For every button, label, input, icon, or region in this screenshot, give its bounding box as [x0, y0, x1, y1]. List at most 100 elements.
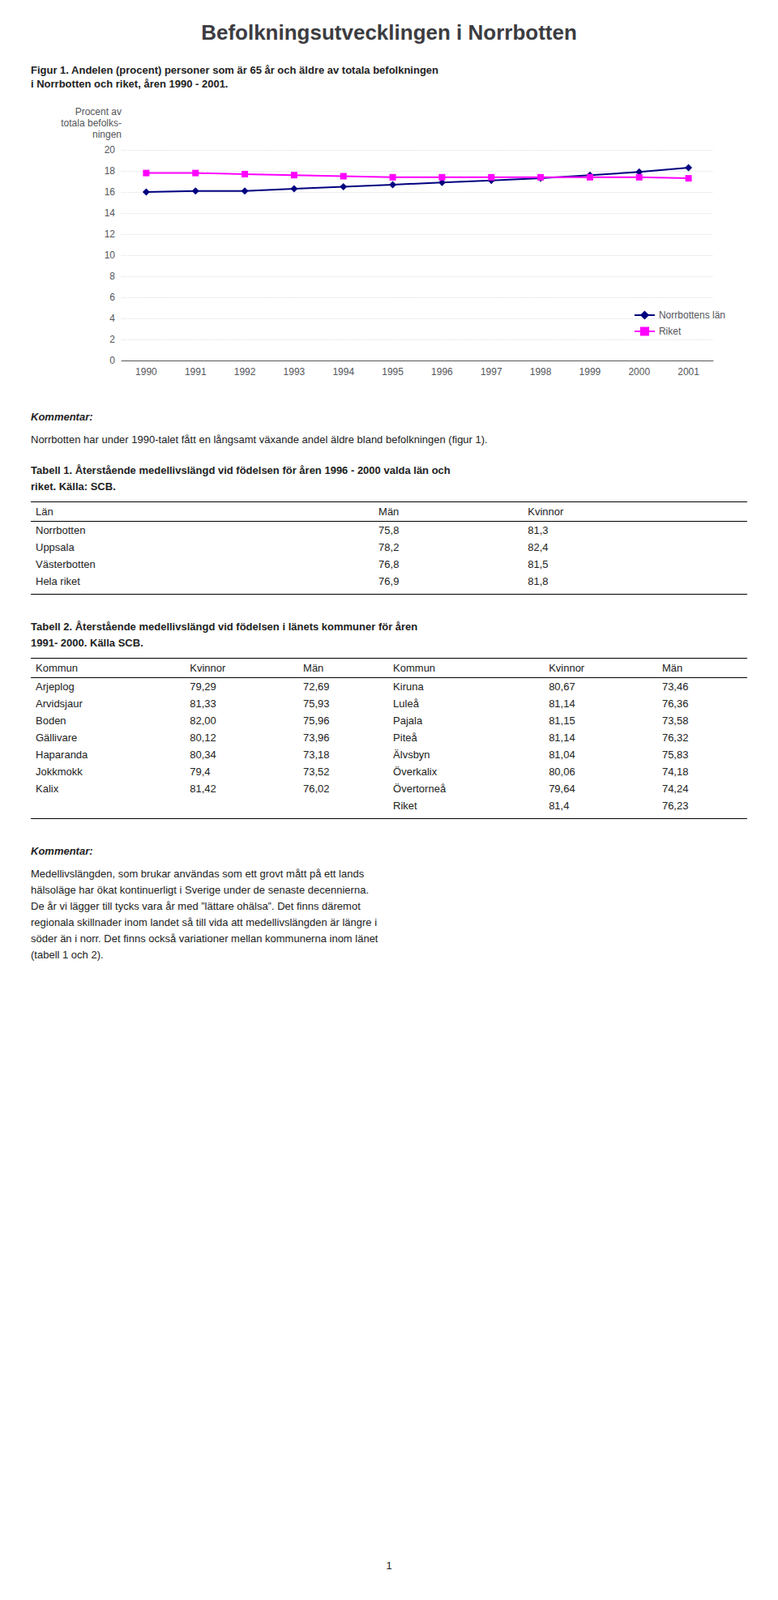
html-text:Män: Män: [303, 662, 324, 675]
html-text:80,12: 80,12: [189, 731, 217, 744]
html-text:76,9: 76,9: [378, 575, 400, 588]
html-text:Uppsala: Uppsala: [35, 541, 75, 554]
html-text:Jokkmokk: Jokkmokk: [35, 765, 83, 778]
svg-text:ningen: ningen: [92, 128, 122, 141]
html-text:Luleå: Luleå: [393, 697, 419, 710]
html-text:81,42: 81,42: [189, 782, 217, 796]
svg-text:18: 18: [104, 165, 116, 177]
svg-text:6: 6: [109, 291, 116, 304]
svg-text:totala befolks-: totala befolks-: [60, 117, 122, 129]
svg-text:2000: 2000: [628, 366, 650, 378]
html-text:72,69: 72,69: [303, 680, 330, 693]
html-text:75,8: 75,8: [378, 524, 400, 537]
html-text:75,96: 75,96: [303, 714, 330, 727]
html-text:79,64: 79,64: [548, 782, 576, 796]
svg-text:8: 8: [109, 270, 116, 283]
html-text:81,33: 81,33: [189, 697, 217, 710]
svg-text:1992: 1992: [234, 366, 257, 378]
html-text:81,3: 81,3: [527, 524, 549, 537]
html-text:Övertorneå: Övertorneå: [393, 782, 446, 796]
html-text:Kommun: Kommun: [393, 662, 436, 675]
svg-text:0: 0: [109, 354, 116, 367]
svg-text:Procent av: Procent av: [75, 106, 122, 118]
html-text:82,4: 82,4: [527, 541, 549, 554]
svg-text:Norrbottens län: Norrbottens län: [658, 309, 726, 321]
html-text:73,96: 73,96: [303, 731, 330, 744]
html-text:Boden: Boden: [35, 714, 67, 727]
svg-text:1999: 1999: [579, 366, 602, 378]
svg-text:1993: 1993: [283, 366, 306, 378]
html-text:74,24: 74,24: [662, 782, 689, 796]
svg-text:1994: 1994: [332, 366, 355, 378]
html-text:81,4: 81,4: [548, 799, 570, 813]
html-text:Medellivslängden, som brukar a: Medellivslängden, som brukar användas so…: [30, 867, 379, 962]
html-text:Piteå: Piteå: [393, 731, 418, 744]
html-text:Pajala: Pajala: [393, 714, 423, 727]
html-text:Kommun: Kommun: [35, 662, 78, 675]
html-text:81,5: 81,5: [527, 558, 549, 571]
svg-text:1995: 1995: [381, 366, 404, 378]
html-text:Tabell 2. Återstående medelliv: Tabell 2. Återstående medellivslängd vid…: [30, 620, 418, 650]
html-text:Norrbotten har under 1990-tale: Norrbotten har under 1990-talet fått en …: [30, 433, 488, 446]
html-text:Västerbotten: Västerbotten: [35, 558, 96, 571]
html-text:Figur 1. Andelen (procent) per: Figur 1. Andelen (procent) personer som …: [30, 64, 439, 90]
html-text:76,36: 76,36: [662, 697, 689, 710]
svg-text:12: 12: [104, 228, 116, 240]
html-text:Män: Män: [662, 662, 683, 675]
html-text:80,67: 80,67: [548, 680, 576, 693]
html-text:81,14: 81,14: [548, 731, 576, 744]
html-text:78,2: 78,2: [378, 541, 400, 554]
html-text:Kvinnor: Kvinnor: [189, 662, 226, 675]
html-text:73,18: 73,18: [303, 748, 330, 761]
html-text:Gällivare: Gällivare: [35, 731, 78, 744]
html-text:Kvinnor: Kvinnor: [548, 662, 585, 675]
html-text:Norrbotten: Norrbotten: [35, 524, 86, 537]
html-text:75,93: 75,93: [303, 697, 330, 710]
html-text:Män: Män: [378, 505, 400, 518]
svg-text:Riket: Riket: [658, 325, 682, 338]
html-text:Arvidsjaur: Arvidsjaur: [35, 697, 83, 710]
svg-text:10: 10: [104, 249, 116, 261]
svg-text:1998: 1998: [530, 366, 552, 378]
html-text:Riket: Riket: [393, 799, 418, 813]
html-text:Kvinnor: Kvinnor: [527, 505, 564, 518]
svg-text:Befolkningsutvecklingen i Norr: Befolkningsutvecklingen i Norrbotten: [200, 20, 578, 45]
html-text:76,8: 76,8: [378, 558, 400, 571]
html-text:Kalix: Kalix: [35, 782, 59, 796]
html-text:76,32: 76,32: [662, 731, 689, 744]
html-text:79,29: 79,29: [189, 680, 217, 693]
svg-text:1990: 1990: [135, 366, 158, 378]
svg-text:1996: 1996: [431, 366, 454, 378]
html-text:Kiruna: Kiruna: [393, 680, 424, 693]
html-text:Haparanda: Haparanda: [35, 748, 88, 761]
html-text:81,14: 81,14: [548, 697, 576, 710]
html-text:81,04: 81,04: [548, 748, 576, 761]
svg-text:14: 14: [104, 207, 116, 219]
svg-text:1991: 1991: [184, 366, 207, 378]
html-text:82,00: 82,00: [189, 714, 217, 727]
html-text:80,34: 80,34: [189, 748, 217, 761]
html-text:73,58: 73,58: [662, 714, 689, 727]
html-text:Kommentar:: Kommentar:: [30, 410, 93, 424]
html-text:80,06: 80,06: [548, 765, 576, 778]
html-text:75,83: 75,83: [662, 748, 689, 761]
html-text:Län: Län: [35, 505, 54, 518]
html-text:81,8: 81,8: [527, 575, 549, 588]
svg-text:16: 16: [104, 186, 116, 198]
html-text:Hela riket: Hela riket: [35, 575, 81, 588]
html-text:Tabell 1. Återstående medelliv: Tabell 1. Återstående medellivslängd vid…: [30, 464, 451, 493]
html-text:Älvsbyn: Älvsbyn: [393, 748, 431, 761]
svg-text:4: 4: [109, 312, 116, 325]
html-text:73,52: 73,52: [303, 765, 330, 778]
svg-text:2001: 2001: [677, 366, 700, 378]
svg-text:1997: 1997: [480, 366, 503, 378]
html-text:73,46: 73,46: [662, 680, 689, 693]
html-text:Arjeplog: Arjeplog: [35, 680, 75, 693]
html-text:76,02: 76,02: [303, 782, 330, 796]
html-text:76,23: 76,23: [662, 799, 689, 813]
html-text:79,4: 79,4: [189, 765, 211, 778]
html-text:Överkalix: Överkalix: [393, 765, 438, 778]
svg-text:2: 2: [109, 333, 116, 346]
html-text:81,15: 81,15: [548, 714, 576, 727]
svg-text:20: 20: [104, 144, 116, 156]
